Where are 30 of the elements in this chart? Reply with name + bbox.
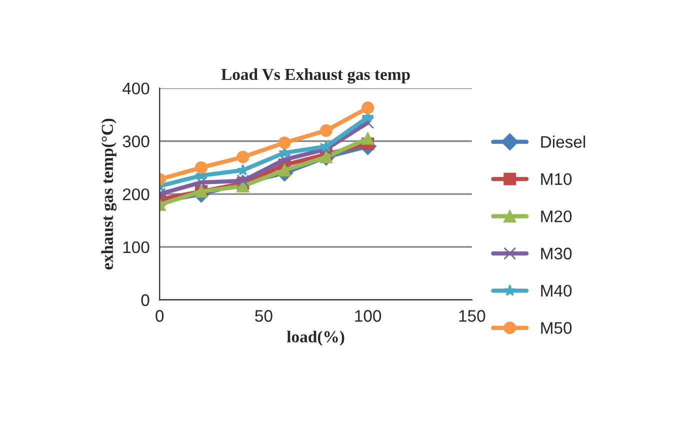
point <box>195 176 208 189</box>
y-tick-label: 300 <box>122 136 150 148</box>
x-tick-label: 50 <box>255 310 272 322</box>
legend-label: M50 <box>541 322 572 334</box>
y-tick-label: 400 <box>122 82 150 94</box>
x-axis-title: load(%) <box>286 330 344 346</box>
point <box>320 140 332 152</box>
legend-label: M40 <box>541 284 572 297</box>
point <box>195 161 208 174</box>
point <box>236 174 250 188</box>
y-tick-label: 200 <box>122 188 150 200</box>
y-axis-title: exhaust gas temp(°C) <box>101 118 117 270</box>
point <box>320 124 332 137</box>
legend-label: M10 <box>541 173 572 186</box>
legend-label: Diesel <box>541 136 586 148</box>
point <box>362 102 374 114</box>
point <box>362 132 374 145</box>
y-tick-label: 100 <box>123 241 150 254</box>
x-tick-label: 0 <box>156 310 164 322</box>
point <box>278 164 291 176</box>
x-tick-label: 150 <box>459 310 486 322</box>
x-tick-label: 100 <box>355 310 382 322</box>
chart-title: Load Vs Exhaust gas temp <box>221 68 410 84</box>
point <box>236 150 250 164</box>
point <box>278 136 291 149</box>
y-tick-label: 0 <box>141 294 150 306</box>
legend-label: M30 <box>541 248 572 260</box>
point <box>362 116 374 129</box>
legend-label: M20 <box>541 210 572 222</box>
point <box>320 150 332 164</box>
